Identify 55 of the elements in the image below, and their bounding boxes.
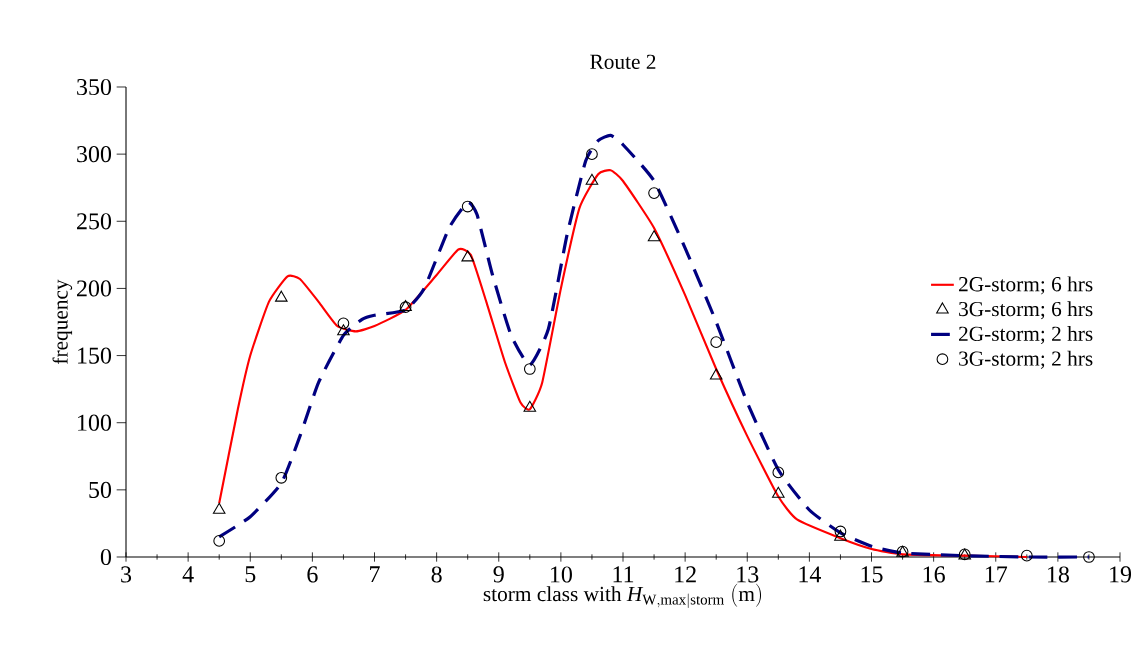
point: [710, 336, 723, 349]
point: [648, 187, 660, 199]
y-tick-label: 0: [100, 548, 112, 566]
x-tick-label: 15: [861, 566, 883, 583]
legend-label: 3G-storm; 2 hrs: [959, 350, 1093, 369]
x-tick-label: 17: [985, 566, 1008, 583]
x-tick-label: 5: [245, 566, 256, 583]
y-tick-label: 200: [77, 280, 112, 297]
x-tick-label: 3: [121, 566, 132, 583]
legend-label: 3G-storm; 6 hrs: [959, 301, 1093, 320]
point: [1020, 549, 1033, 562]
point: [1083, 551, 1095, 563]
y-tick-label: 350: [77, 78, 112, 96]
point: [772, 466, 785, 479]
x-tick-label: 8: [431, 566, 442, 583]
x-tick-label: 7: [370, 566, 380, 583]
y-tick-label: 250: [77, 213, 112, 230]
point: [523, 363, 536, 375]
point: [523, 400, 537, 412]
x-tick-label: 4: [182, 566, 194, 583]
x-tick-label: 14: [799, 566, 822, 583]
point: [337, 324, 350, 336]
point: [647, 230, 661, 242]
point: [275, 471, 288, 484]
x-tick-label: 9: [493, 566, 504, 583]
point: [461, 200, 474, 213]
chart-title: Route 2: [590, 54, 656, 69]
x-tick-label: 19: [1110, 566, 1132, 583]
point: [585, 173, 599, 185]
point: [461, 250, 475, 262]
point: [213, 535, 226, 547]
y-tick-label: 300: [77, 146, 112, 163]
x-tick-label: 6: [307, 566, 318, 583]
line-series: [217, 133, 1091, 559]
x-tick-label: 12: [675, 566, 696, 583]
point: [772, 486, 785, 498]
x-tick-label: 16: [923, 566, 945, 583]
legend-label: 2G-storm; 2 hrs: [959, 325, 1093, 345]
x-tick-label: 11: [613, 566, 634, 583]
x-axis-title: $\mathrm{storm\ class\ with\ }\mathit{H}_{\mathrm{W,max|storm}}\mathrm{\ (m)}$: [483, 583, 762, 609]
y-tick-label: 100: [78, 414, 112, 431]
point: [709, 368, 723, 380]
legend-label: 2G-storm; 6 hrs: [959, 276, 1093, 295]
point: [275, 290, 288, 302]
y-tick-label: 50: [89, 481, 112, 498]
y-axis-title: frequency: [52, 279, 73, 364]
point: [834, 525, 847, 538]
point: [586, 148, 598, 161]
x-tick-label: 18: [1048, 566, 1069, 583]
x-tick-label: 10: [550, 566, 572, 583]
point: [337, 317, 350, 330]
y-tick-label: 150: [78, 347, 112, 364]
point: [212, 502, 226, 514]
point: [834, 529, 847, 541]
x-tick-label: 13: [737, 566, 759, 583]
